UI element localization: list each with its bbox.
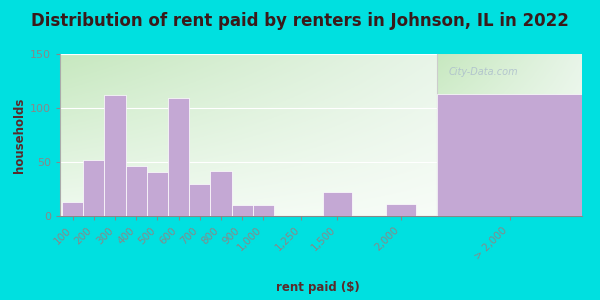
Bar: [232, 205, 253, 216]
Bar: [386, 204, 416, 216]
Bar: [83, 160, 104, 216]
Bar: [125, 166, 147, 216]
Text: rent paid ($): rent paid ($): [276, 281, 360, 295]
Text: Distribution of rent paid by renters in Johnson, IL in 2022: Distribution of rent paid by renters in …: [31, 12, 569, 30]
Bar: [147, 172, 168, 216]
Y-axis label: households: households: [13, 97, 26, 173]
Bar: [323, 192, 352, 216]
Bar: [211, 171, 232, 216]
Bar: [437, 94, 582, 216]
Bar: [62, 202, 83, 216]
Bar: [104, 95, 125, 216]
Bar: [168, 98, 189, 216]
Text: City-Data.com: City-Data.com: [449, 67, 518, 77]
Bar: [189, 184, 211, 216]
Bar: [253, 205, 274, 216]
